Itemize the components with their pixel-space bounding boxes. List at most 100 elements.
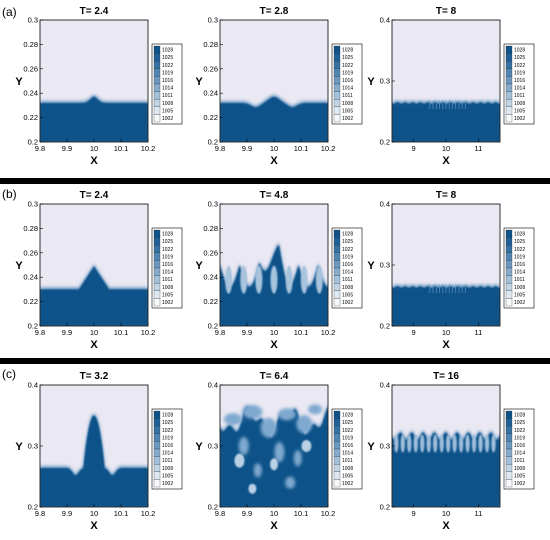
heavy-fluid-region [392, 286, 500, 326]
heavy-fluid-region [40, 415, 148, 507]
light-finger [270, 265, 278, 294]
x-axis-title: X [442, 155, 450, 167]
legend-label: 1011 [162, 458, 173, 464]
x-tick-label: 10 [270, 144, 278, 153]
legend-swatch [153, 456, 161, 465]
mixing-blob [238, 437, 249, 455]
y-tick-label: 0.3 [380, 261, 390, 270]
legend-swatch [153, 267, 161, 276]
light-finger [285, 265, 293, 294]
legend-swatch [153, 410, 161, 419]
legend-swatch [333, 229, 341, 238]
y-tick-label: 0.4 [380, 16, 390, 25]
y-tick-label: 0.2 [208, 138, 218, 147]
y-tick-label: 0.28 [203, 224, 218, 233]
legend-swatch [333, 418, 341, 427]
contour-panel: T= 6.49.8 9.9 10 10.1 10.20.20.30.4XY1028102… [195, 371, 363, 532]
legend-swatch [153, 114, 161, 123]
legend-swatch [505, 290, 513, 299]
legend-label: 1014 [162, 451, 173, 457]
legend-swatch [153, 61, 161, 69]
legend-swatch [153, 471, 161, 480]
legend-swatch [505, 252, 513, 261]
x-tick-label: 9 [412, 328, 416, 337]
row-separator-1 [0, 178, 550, 184]
panel-title: T= 3.2 [80, 371, 109, 382]
x-tick-label: 9.9 [242, 328, 252, 337]
legend-label: 1014 [514, 86, 525, 92]
legend-label: 1022 [342, 63, 353, 69]
y-tick-label: 0.4 [380, 381, 390, 390]
legend-swatch [153, 99, 161, 107]
legend-swatch [333, 114, 341, 123]
legend-label: 1011 [514, 458, 525, 464]
legend-label: 1005 [162, 292, 173, 298]
mixing-blob [253, 463, 262, 478]
legend-swatch [333, 267, 341, 276]
legend-swatch [153, 260, 161, 269]
legend-swatch [153, 283, 161, 291]
legend-label: 1019 [162, 254, 173, 260]
x-tick-label: 11 [475, 328, 483, 337]
legend-label: 1025 [162, 55, 173, 61]
legend-label: 1014 [342, 86, 353, 92]
y-tick-label: 0.4 [28, 381, 38, 390]
legend-label: 1005 [514, 473, 525, 479]
legend-swatch [153, 426, 161, 434]
legend-label: 1011 [514, 277, 525, 283]
y-tick-label: 0.3 [208, 442, 218, 451]
legend-label: 1008 [162, 101, 173, 107]
x-axis-title: X [90, 155, 98, 167]
legend-label: 1008 [162, 466, 173, 472]
panel-title: T= 8 [436, 190, 457, 201]
y-axis-title: Y [367, 441, 375, 453]
legend-swatch [333, 83, 341, 92]
legend-swatch [153, 237, 161, 246]
legend-swatch [333, 448, 341, 457]
legend-label: 1011 [342, 458, 353, 464]
y-tick-label: 0.26 [203, 248, 218, 257]
light-finger [315, 265, 323, 294]
legend-label: 1014 [342, 270, 353, 276]
x-tick-label: 10.1 [114, 509, 129, 518]
mixing-blob [277, 408, 296, 421]
x-tick-label: 9 [412, 144, 416, 153]
legend-swatch [505, 418, 513, 427]
y-axis-title: Y [15, 441, 23, 453]
light-intrusion [248, 483, 257, 494]
x-tick-label: 10.2 [321, 509, 336, 518]
x-tick-label: 9.8 [35, 509, 45, 518]
mixing-blob [242, 404, 263, 419]
legend-label: 1022 [514, 247, 525, 253]
x-tick-label: 11 [475, 144, 483, 153]
y-tick-label: 0.24 [203, 89, 218, 98]
x-axis-title: X [270, 520, 278, 532]
legend-label: 1022 [162, 247, 173, 253]
legend-label: 1014 [342, 451, 353, 457]
legend-swatch [333, 275, 341, 284]
legend-swatch [333, 245, 341, 253]
legend-swatch [505, 53, 513, 62]
contour-panel: T= 89 10 110.20.30.4XY10281025102210191016… [367, 190, 535, 351]
legend-label: 1005 [342, 473, 353, 479]
spike-streak [426, 434, 431, 453]
y-tick-label: 0.3 [28, 16, 38, 25]
x-axis-title: X [90, 520, 98, 532]
legend-label: 1002 [514, 116, 525, 122]
legend-swatch [505, 410, 513, 419]
legend-label: 1002 [162, 116, 173, 122]
legend-label: 1011 [342, 93, 353, 99]
legend-swatch [505, 83, 513, 92]
legend-label: 1028 [342, 232, 353, 238]
legend-label: 1011 [514, 93, 525, 99]
legend-label: 1011 [162, 277, 173, 283]
y-axis-title: Y [195, 76, 203, 88]
legend-label: 1028 [342, 48, 353, 54]
legend-label: 1022 [162, 63, 173, 69]
legend-label: 1016 [514, 443, 525, 449]
spike-streak [458, 434, 464, 453]
legend-swatch [333, 76, 341, 85]
heavy-fluid-region [220, 96, 328, 142]
legend-swatch [153, 252, 161, 261]
